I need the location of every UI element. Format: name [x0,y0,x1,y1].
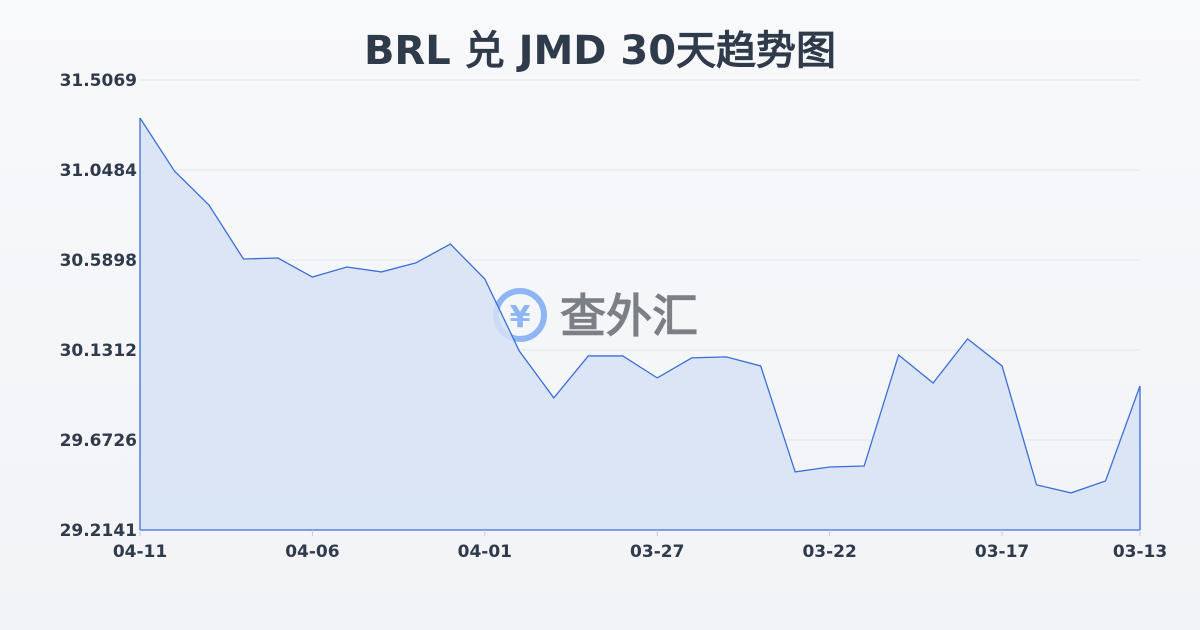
y-tick-label: 31.5069 [60,71,137,91]
watermark-text: 查外汇 [560,289,698,343]
y-tick-label: 29.6726 [60,431,137,451]
area-fill [140,118,1140,530]
series-line [139,117,1141,494]
y-tick-label: 30.1312 [60,341,137,361]
y-tick-label: 29.2141 [60,521,137,541]
x-tick-label: 04-01 [458,542,512,562]
x-tick-label: 03-13 [1113,542,1167,562]
x-tick-label: 03-22 [802,542,856,562]
x-tick-label: 04-06 [285,542,339,562]
y-tick-label: 30.5898 [60,251,137,271]
y-tick-label: 31.0484 [60,161,138,181]
chart-title: BRL 兑 JMD 30天趋势图 [363,28,837,74]
x-tick-label: 03-27 [630,542,684,562]
x-tick-label: 04-11 [113,542,167,562]
x-tick-label: 03-17 [975,542,1029,562]
yen-icon: ¥ [510,300,531,335]
